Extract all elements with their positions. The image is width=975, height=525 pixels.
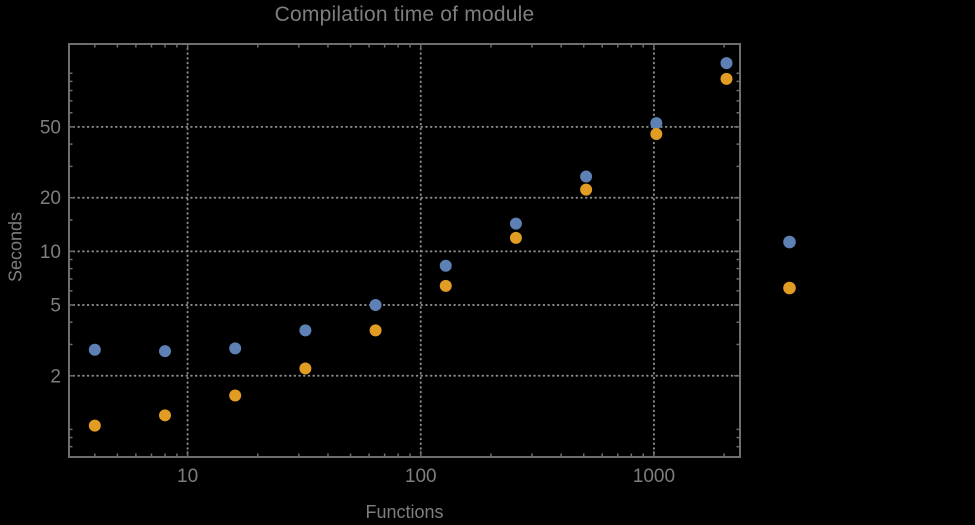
x-tick-label: 100 xyxy=(405,466,437,487)
data-point-series-1-blue xyxy=(650,117,663,130)
data-point-series-2-orange xyxy=(580,183,593,196)
data-point-series-1-blue xyxy=(229,342,242,355)
data-point-series-2-orange xyxy=(369,324,382,337)
y-tick-label: 50 xyxy=(40,117,61,138)
x-axis-label: Functions xyxy=(365,502,444,522)
data-point-series-1-blue xyxy=(369,298,382,311)
data-point-series-1-blue xyxy=(580,170,593,183)
legend-marker-1 xyxy=(783,235,796,249)
y-tick-label: 20 xyxy=(40,188,61,209)
data-point-series-2-orange xyxy=(509,231,522,244)
y-tick-label: 2 xyxy=(50,366,61,387)
data-point-series-1-blue xyxy=(299,324,312,337)
data-point-series-2-orange xyxy=(439,279,452,292)
legend-marker-2 xyxy=(783,281,796,295)
x-tick-label: 10 xyxy=(177,466,198,487)
data-point-series-2-orange xyxy=(299,362,312,375)
data-point-series-1-blue xyxy=(88,343,101,356)
x-tick-label: 1000 xyxy=(633,466,675,487)
y-tick-label: 5 xyxy=(50,295,61,316)
data-point-series-2-orange xyxy=(720,72,733,85)
data-point-series-2-orange xyxy=(158,409,171,422)
data-point-series-1-blue xyxy=(720,57,733,70)
y-tick-label: 10 xyxy=(40,242,61,263)
chart-title: Compilation time of module xyxy=(274,3,535,26)
y-axis-label: Seconds xyxy=(5,211,26,283)
data-point-series-1-blue xyxy=(509,217,522,230)
data-point-series-2-orange xyxy=(88,419,101,432)
data-point-series-1-blue xyxy=(158,345,171,358)
plot-frame xyxy=(68,43,741,458)
data-point-series-1-blue xyxy=(439,259,452,272)
data-point-series-2-orange xyxy=(650,127,663,140)
data-point-series-2-orange xyxy=(229,389,242,402)
